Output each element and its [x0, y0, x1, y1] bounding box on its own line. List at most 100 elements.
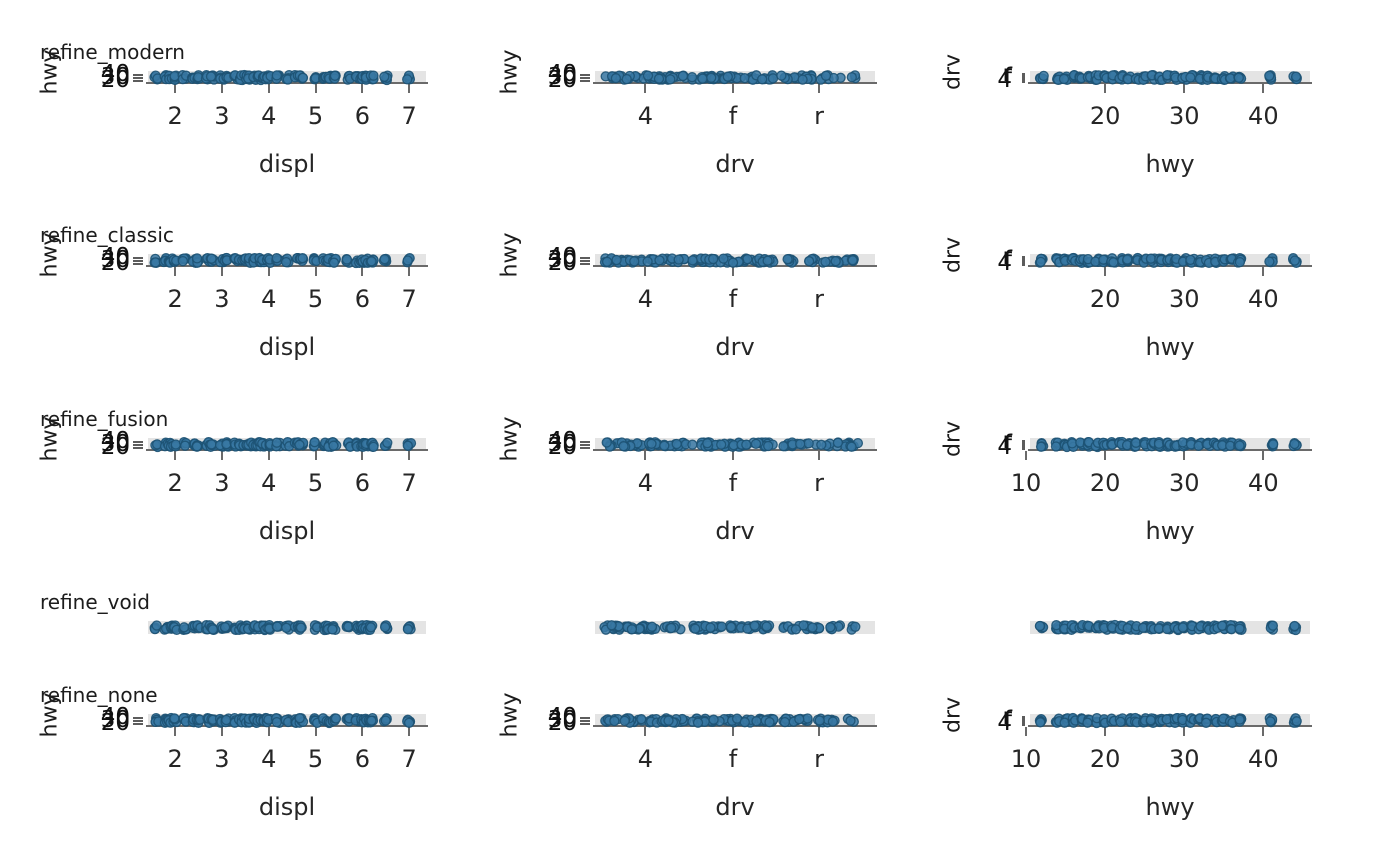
scatter-points [601, 437, 864, 452]
x-tick-label: 2 [167, 285, 183, 313]
scatter-points [1035, 436, 1302, 453]
x-tick-label: r [814, 745, 824, 773]
y-tick-labels-overlapped: 40 30 20 [481, 245, 577, 275]
x-tick-mark [1262, 267, 1265, 276]
y-tick-mark [133, 76, 143, 79]
x-tick-label: 7 [401, 745, 417, 773]
x-axis-title: displ [258, 793, 316, 821]
x-tick-mark [267, 451, 270, 460]
x-tick-mark [174, 451, 177, 460]
x-axis-line [1028, 82, 1312, 84]
y-tick-mark [580, 259, 590, 262]
x-tick-mark [408, 267, 411, 276]
x-tick-label: 20 [1089, 102, 1121, 130]
x-tick-label: 6 [354, 102, 370, 130]
x-tick-label: 2 [167, 469, 183, 497]
scatter-points [149, 252, 415, 269]
y-tick-label: 20 [100, 250, 130, 276]
scatter-points [150, 712, 416, 729]
x-tick-label: 5 [307, 102, 324, 130]
x-axis-line [593, 82, 877, 84]
y-tick-label: 20 [100, 67, 130, 93]
y-tick-label: 20 [100, 710, 130, 736]
y-tick-label: 40 [547, 704, 577, 730]
x-axis-title: displ [258, 517, 316, 545]
x-tick-label: 40 [1248, 469, 1279, 497]
x-axis-title: drv [715, 150, 755, 178]
y-tick-mark [1022, 255, 1025, 266]
x-tick-mark [818, 84, 820, 93]
x-tick-mark [1262, 727, 1265, 736]
facet-title: refine_void [40, 590, 150, 614]
x-tick-mark [174, 267, 177, 276]
y-tick-labels-overlapped: 40 30 20 [481, 429, 577, 459]
x-tick-mark [267, 267, 270, 276]
y-tick-mark [1022, 715, 1025, 726]
x-tick-label: 3 [214, 469, 230, 497]
x-tick-label: r [814, 285, 824, 313]
y-tick-label: r [1002, 61, 1012, 87]
y-tick-mark [133, 719, 143, 722]
x-tick-mark [1262, 84, 1265, 93]
x-tick-mark [1262, 451, 1265, 460]
x-tick-label: 7 [401, 102, 417, 130]
x-tick-mark [220, 84, 223, 93]
x-tick-mark [408, 727, 411, 736]
x-tick-mark [220, 451, 223, 460]
x-tick-mark [1183, 451, 1186, 460]
y-tick-label: f [1003, 431, 1012, 457]
x-tick-label: f [728, 745, 738, 773]
x-tick-mark [361, 84, 364, 93]
x-tick-mark [644, 727, 647, 736]
x-tick-label: 30 [1168, 469, 1200, 497]
x-tick-label: 30 [1168, 285, 1200, 313]
x-tick-mark [644, 267, 647, 276]
x-tick-mark [1025, 727, 1028, 736]
y-tick-label: r [1002, 244, 1012, 270]
y-tick-label: f [1003, 64, 1012, 90]
x-tick-mark [1104, 267, 1107, 276]
x-tick-mark [267, 727, 270, 736]
y-tick-mark [1022, 439, 1025, 450]
y-tick-label: 4 [997, 434, 1012, 460]
scatter-points [1034, 712, 1302, 729]
x-tick-label: 6 [354, 285, 370, 313]
y-tick-label: f [1003, 247, 1012, 273]
y-tick-mark [580, 719, 590, 722]
y-tick-mark [133, 716, 143, 719]
x-tick-label: 4 [637, 469, 654, 497]
x-axis-title: hwy [1145, 150, 1195, 178]
x-tick-label: 4 [261, 285, 277, 313]
x-tick-mark [220, 267, 223, 276]
x-tick-mark [174, 727, 177, 736]
x-tick-mark [818, 267, 820, 276]
x-tick-label: 20 [1089, 469, 1121, 497]
y-tick-mark [133, 79, 143, 82]
y-tick-label: r [1002, 704, 1012, 730]
x-tick-mark [1104, 727, 1107, 736]
x-tick-label: 4 [261, 469, 277, 497]
x-tick-label: 3 [214, 745, 230, 773]
x-tick-label: 5 [307, 469, 324, 497]
x-tick-label: 10 [1010, 745, 1042, 773]
x-axis-title: drv [715, 517, 755, 545]
y-tick-mark [580, 73, 590, 76]
y-tick-label: 30 [547, 64, 577, 90]
y-tick-mark [580, 716, 590, 719]
x-tick-mark [732, 267, 735, 276]
x-tick-label: 30 [1168, 102, 1200, 130]
x-tick-mark [1104, 451, 1107, 460]
x-axis-title: hwy [1145, 517, 1195, 545]
x-tick-label: r [814, 102, 824, 130]
x-tick-label: 40 [1248, 285, 1279, 313]
y-tick-label: 40 [547, 428, 577, 454]
y-tick-labels-overlapped: 40 30 20 [34, 705, 130, 735]
y-tick-label: 30 [547, 247, 577, 273]
y-tick-label: 40 [100, 704, 130, 730]
y-tick-label: 30 [547, 707, 577, 733]
x-tick-label: 3 [214, 102, 230, 130]
facet-title: refine_none [40, 683, 158, 707]
